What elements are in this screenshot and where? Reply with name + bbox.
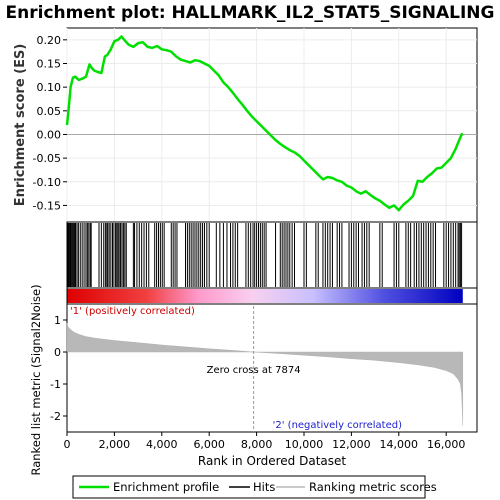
hits-panel-frame	[66, 221, 478, 289]
x-axis-label: Rank in Ordered Dataset	[198, 454, 346, 468]
x-tick-label: 16,000	[427, 438, 466, 451]
es-y-tick-label: 0.15	[37, 57, 62, 70]
x-tick-label: 6,000	[193, 438, 225, 451]
pos-correlated-label: '1' (positively correlated)	[70, 306, 195, 317]
x-tick-label: 2,000	[99, 438, 131, 451]
es-y-tick-label: -0.05	[33, 152, 61, 165]
legend-label-profile: Enrichment profile	[113, 480, 219, 494]
es-panel-frame	[66, 27, 478, 223]
es-axis-label: Enrichment score (ES)	[13, 44, 28, 207]
x-tick-label: 14,000	[380, 438, 419, 451]
neg-correlated-label: '2' (negatively correlated)	[273, 420, 402, 431]
hits-group	[67, 223, 463, 287]
x-tick-label: 12,000	[332, 438, 371, 451]
es-y-tick-label: -0.15	[33, 199, 61, 212]
x-axis: 0 2,000 4,000 6,000 8,000 10,000 12,000 14,000 1…	[64, 432, 466, 451]
x-tick-label: 0	[64, 438, 71, 451]
es-y-axis: -0.15 -0.10 -0.05 0.00 0.05 0.10 0.15 0.20	[33, 34, 67, 212]
metric-axis-label: Ranked list metric (Signal2Noise)	[29, 284, 43, 475]
rank-color-bar	[67, 289, 463, 303]
x-tick-label: 4,000	[146, 438, 178, 451]
metric-y-tick-label: 1	[54, 314, 61, 327]
es-gridlines	[66, 28, 477, 222]
metric-y-tick-label: -2	[50, 410, 61, 423]
x-tick-label: 8,000	[241, 438, 273, 451]
es-y-tick-label: 0.20	[37, 34, 62, 47]
metric-y-tick-label: 0	[54, 346, 61, 359]
es-y-tick-label: -0.10	[33, 176, 61, 189]
es-y-tick-label: 0.10	[37, 81, 62, 94]
legend-label-metric: Ranking metric scores	[309, 480, 437, 494]
metric-y-tick-label: -1	[50, 378, 61, 391]
es-y-tick-label: 0.05	[37, 105, 62, 118]
metric-panel-frame	[66, 303, 478, 433]
metric-y-axis: -2 -1 0 1	[50, 314, 67, 423]
metric-area	[66, 323, 464, 426]
chart-title: Enrichment plot: HALLMARK_IL2_STAT5_SIGN…	[6, 3, 495, 23]
x-tick-label: 10,000	[285, 438, 324, 451]
es-y-tick-label: 0.00	[37, 128, 62, 141]
zero-cross-label: Zero cross at 7874	[207, 365, 301, 376]
legend-label-hits: Hits	[253, 480, 275, 494]
es-curve	[65, 35, 464, 212]
